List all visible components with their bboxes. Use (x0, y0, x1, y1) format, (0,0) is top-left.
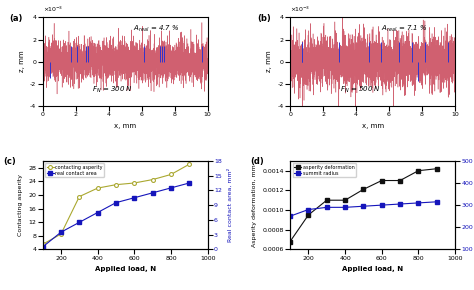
Text: (d): (d) (250, 157, 264, 166)
contacting asperity (95, 186, 100, 190)
Legend: asperity deformation, summit radius: asperity deformation, summit radius (292, 163, 356, 177)
summit radius (416, 201, 421, 205)
X-axis label: Applied load, N: Applied load, N (342, 266, 403, 272)
Text: $\times\!10^{-3}$: $\times\!10^{-3}$ (290, 5, 310, 14)
Line: summit radius: summit radius (288, 200, 438, 218)
summit radius (306, 208, 311, 211)
Text: F$_N$ = 300 N: F$_N$ = 300 N (92, 85, 133, 95)
contacting asperity (168, 173, 174, 176)
X-axis label: x, mm: x, mm (362, 123, 383, 129)
Y-axis label: z, mm: z, mm (18, 51, 25, 72)
Y-axis label: Contacting asperity: Contacting asperity (18, 174, 23, 236)
Text: A$_{real}$ = 7.1 %: A$_{real}$ = 7.1 % (381, 23, 428, 34)
contacting asperity (186, 162, 192, 166)
X-axis label: x, mm: x, mm (114, 123, 136, 129)
real contact area (113, 201, 119, 204)
asperity deformation (306, 213, 311, 217)
Line: real contact area: real contact area (41, 181, 191, 249)
contacting asperity (150, 178, 155, 181)
asperity deformation (324, 198, 329, 202)
Text: A$_{real}$ = 4.7 %: A$_{real}$ = 4.7 % (133, 23, 180, 34)
Y-axis label: Real contact area, mm²: Real contact area, mm² (228, 168, 233, 242)
real contact area (58, 231, 64, 234)
Text: (c): (c) (3, 157, 16, 166)
Text: $\times\!10^{-3}$: $\times\!10^{-3}$ (43, 5, 63, 14)
Line: contacting asperity: contacting asperity (41, 162, 191, 246)
asperity deformation (397, 179, 403, 182)
summit radius (434, 200, 439, 204)
Text: F$_N$ = 500 N: F$_N$ = 500 N (339, 85, 381, 95)
real contact area (186, 181, 192, 185)
summit radius (342, 206, 348, 209)
contacting asperity (58, 232, 64, 236)
real contact area (131, 196, 137, 200)
Legend: contacting asperity, real contact area: contacting asperity, real contact area (45, 163, 104, 177)
Text: (b): (b) (257, 14, 271, 23)
asperity deformation (342, 198, 348, 202)
Line: asperity deformation: asperity deformation (288, 167, 438, 243)
asperity deformation (379, 179, 384, 182)
contacting asperity (113, 183, 119, 186)
summit radius (379, 203, 384, 207)
real contact area (40, 245, 46, 249)
asperity deformation (361, 188, 366, 191)
summit radius (287, 214, 293, 218)
Y-axis label: Asperity deformation, mm: Asperity deformation, mm (252, 164, 257, 246)
summit radius (397, 202, 403, 206)
summit radius (324, 206, 329, 209)
contacting asperity (131, 181, 137, 185)
X-axis label: Applied load, N: Applied load, N (95, 266, 155, 272)
asperity deformation (287, 240, 293, 243)
contacting asperity (76, 195, 82, 198)
asperity deformation (434, 167, 439, 171)
real contact area (168, 186, 174, 190)
asperity deformation (416, 169, 421, 173)
real contact area (150, 191, 155, 195)
real contact area (76, 221, 82, 224)
contacting asperity (40, 242, 46, 246)
Text: (a): (a) (9, 14, 23, 23)
summit radius (361, 204, 366, 208)
real contact area (95, 211, 100, 214)
Y-axis label: z, mm: z, mm (266, 51, 272, 72)
